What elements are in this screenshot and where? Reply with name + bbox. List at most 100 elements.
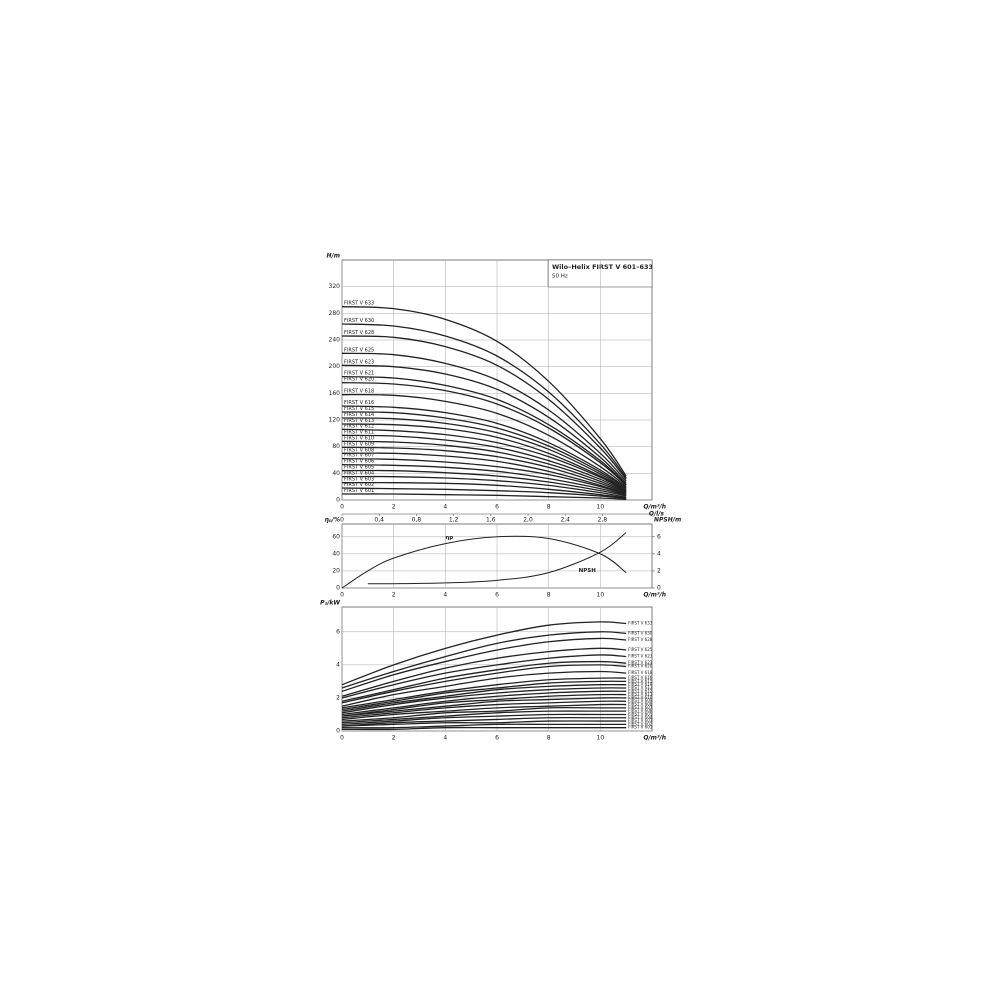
x-tick-label: 4 <box>443 592 447 599</box>
curve <box>341 481 627 499</box>
y-tick-label: 4 <box>336 661 340 668</box>
series-label: FIRST V 610 <box>628 695 653 700</box>
series-label: FIRST V 612 <box>344 423 374 429</box>
y2-tick-label: 6 <box>657 533 661 540</box>
series-label: FIRST V 613 <box>628 685 653 690</box>
curve <box>341 670 627 707</box>
series-label: FIRST V 607 <box>628 705 653 710</box>
curve <box>341 469 627 497</box>
title-box <box>547 259 653 288</box>
y-tick-label: 0 <box>336 497 340 504</box>
series-label: FIRST V 612 <box>628 688 653 693</box>
curve <box>341 654 627 699</box>
series-label: FIRST V 625 <box>628 647 653 652</box>
series-label: FIRST V 608 <box>344 447 374 453</box>
curve <box>341 680 627 711</box>
series-label: FIRST V 611 <box>344 429 374 435</box>
y-tick-label: 320 <box>329 283 341 290</box>
series-label: FIRST V 633 <box>344 301 374 307</box>
y-axis-label: H/m <box>327 253 340 260</box>
curve <box>341 440 627 494</box>
x-tick-label: 0 <box>340 592 344 599</box>
x2-tick-label: 0 <box>340 517 344 524</box>
x2-tick-label: 1,2 <box>449 517 459 524</box>
chart-subtitle: 50 Hz <box>552 274 568 280</box>
x-tick-label: 0 <box>340 504 344 511</box>
curve <box>367 532 627 585</box>
series-label: FIRST V 605 <box>344 465 374 471</box>
y2-tick-label: 0 <box>657 585 661 592</box>
curve <box>341 323 627 479</box>
series-label: NPSH <box>579 568 597 574</box>
y-tick-label: 40 <box>332 470 340 477</box>
chart-title: Wilo–Helix FIRST V 601–633 <box>552 263 653 271</box>
curve <box>341 706 627 722</box>
x2-tick-label: 2,8 <box>598 517 608 524</box>
curve <box>341 683 627 712</box>
series-label: FIRST V 630 <box>628 630 653 635</box>
series-label: FIRST V 633 <box>628 621 653 626</box>
x-tick-label: 2 <box>392 735 396 742</box>
series-label: FIRST V 601 <box>628 725 653 730</box>
series-label: FIRST V 616 <box>628 675 653 680</box>
curve <box>341 697 627 717</box>
y-tick-label: 20 <box>332 567 340 574</box>
series-label: FIRST V 615 <box>628 678 653 683</box>
series-label: FIRST V 620 <box>628 664 653 669</box>
curve <box>341 335 627 480</box>
curve <box>341 726 627 731</box>
curve <box>341 352 627 482</box>
y-tick-label: 80 <box>332 443 340 450</box>
series-label: FIRST V 608 <box>628 702 653 707</box>
curve <box>341 475 627 498</box>
x2-axis-label: Q/l/s <box>649 511 665 518</box>
curve <box>341 647 627 697</box>
curve <box>341 446 627 494</box>
curve <box>341 687 627 714</box>
series-label: FIRST V 606 <box>344 459 374 465</box>
series-label: FIRST V 625 <box>344 347 374 353</box>
y2-tick-label: 2 <box>657 567 661 574</box>
curve <box>341 382 627 486</box>
curve <box>341 464 627 496</box>
series-label: FIRST V 609 <box>628 698 653 703</box>
x-tick-label: 6 <box>495 504 499 511</box>
series-label: FIRST V 603 <box>344 477 374 483</box>
curve <box>341 376 627 486</box>
series-label: FIRST V 614 <box>628 682 653 687</box>
x-tick-label: 8 <box>547 735 551 742</box>
series-label: FIRST V 606 <box>628 708 653 713</box>
x-tick-label: 8 <box>547 592 551 599</box>
curve <box>341 664 627 704</box>
x-axis-label: Q/m³/h <box>643 592 666 599</box>
x-tick-label: 4 <box>443 735 447 742</box>
series-label: FIRST V 618 <box>344 389 374 395</box>
curve <box>341 677 627 709</box>
curve <box>341 637 627 692</box>
curve <box>341 428 627 492</box>
curve <box>341 723 627 729</box>
y-tick-label: 6 <box>336 628 340 635</box>
series-label: FIRST V 604 <box>628 715 653 720</box>
series-label: FIRST V 628 <box>628 637 653 642</box>
y-tick-label: 2 <box>336 694 340 701</box>
y-tick-label: 0 <box>336 728 340 735</box>
y-tick-label: 160 <box>329 390 341 397</box>
series-label: FIRST V 621 <box>344 371 374 377</box>
curve <box>341 405 627 489</box>
curve <box>341 535 627 589</box>
curve <box>341 710 627 724</box>
series-label: FIRST V 616 <box>344 400 374 406</box>
curve <box>341 720 627 727</box>
y-tick-label: 120 <box>329 417 341 424</box>
y2-tick-label: 4 <box>657 550 661 557</box>
series-label: FIRST V 611 <box>628 692 653 697</box>
curve <box>341 487 627 500</box>
y-tick-label: 40 <box>332 550 340 557</box>
x-tick-label: 10 <box>597 592 605 599</box>
series-label: FIRST V 604 <box>344 471 374 477</box>
curve <box>341 717 627 727</box>
curve <box>341 703 627 721</box>
